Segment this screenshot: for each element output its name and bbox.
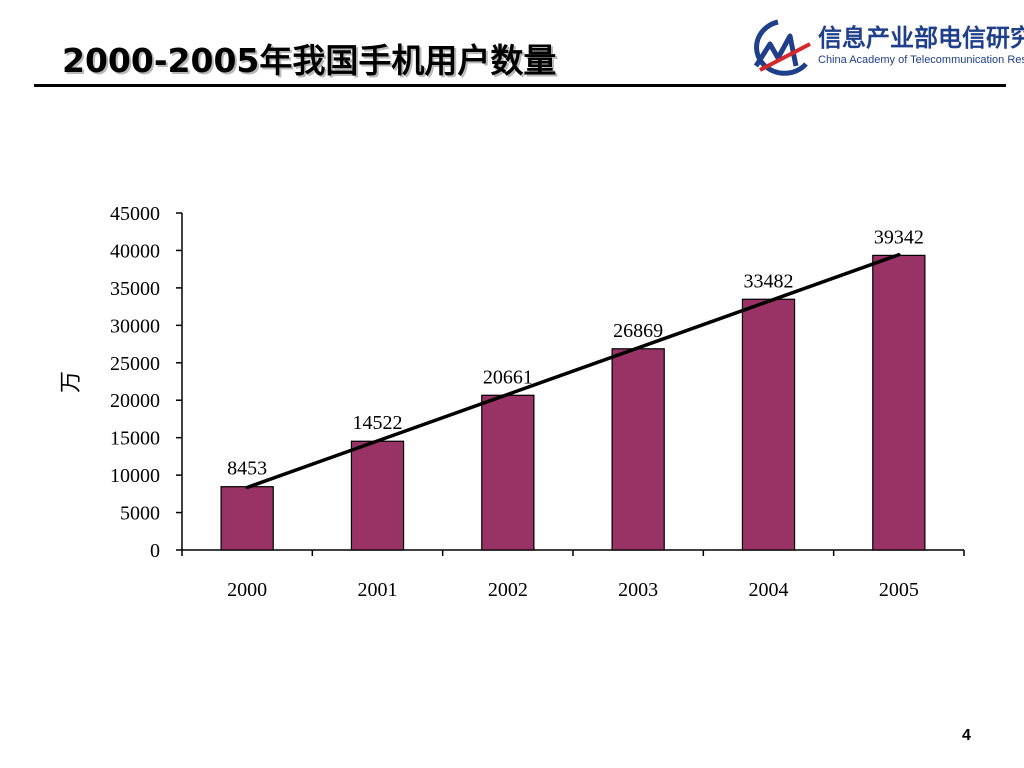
y-tick-label: 5000: [120, 503, 160, 525]
y-tick-label: 15000: [110, 428, 160, 450]
y-tick-label: 35000: [110, 278, 160, 300]
chart-bars: [220, 254, 926, 551]
slide-title: 2000-2005年我国手机用户数量: [62, 41, 557, 80]
x-tick-label: 2003: [618, 579, 658, 601]
y-tick-label: 45000: [110, 203, 160, 225]
y-tick-label: 25000: [110, 353, 160, 375]
bar-2000: [220, 486, 274, 551]
data-label: 26869: [613, 320, 663, 342]
logo-name-english: China Academy of Telecommunication Resea…: [818, 54, 1024, 66]
institution-logo: 信息产业部电信研究院 China Academy of Telecommunic…: [740, 14, 1024, 78]
bar-2003: [611, 348, 665, 551]
chart-labels: 2000 8453 2001 14522 2002 20661 2003 26869 2004 3…: [227, 226, 924, 601]
bar-2004: [741, 298, 796, 551]
y-axis-label: 万: [59, 371, 84, 393]
data-label: 20661: [483, 366, 533, 388]
y-tick-label: 10000: [110, 465, 160, 487]
y-tick-label: 30000: [110, 315, 160, 337]
x-tick-label: 2001: [358, 579, 398, 601]
y-tick-label: 20000: [110, 390, 160, 412]
x-tick-label: 2000: [227, 579, 267, 601]
catr-logo-icon: [753, 19, 811, 76]
title-underline: [34, 84, 1006, 87]
data-label: 8453: [227, 458, 267, 480]
page-number: 4: [962, 727, 971, 744]
data-label: 14522: [353, 412, 403, 434]
logo-name-chinese: 信息产业部电信研究院: [818, 24, 1024, 52]
trendline: [245, 252, 901, 490]
x-tick-label: 2004: [749, 579, 789, 601]
data-label: 39342: [874, 226, 924, 248]
x-tick-label: 2002: [488, 579, 528, 601]
bar-2002: [481, 394, 535, 551]
x-tick-label: 2005: [879, 579, 919, 601]
y-tick-label: 0: [150, 540, 160, 562]
y-tick-label: 40000: [110, 240, 160, 262]
bar-2001: [350, 440, 405, 551]
chart-axes: 0 5000 10000 15000 20000 25000 30000 35000 40000…: [59, 203, 965, 562]
data-label: 33482: [744, 270, 794, 292]
chart-trendline: [245, 252, 901, 490]
bar-2005: [872, 254, 926, 551]
